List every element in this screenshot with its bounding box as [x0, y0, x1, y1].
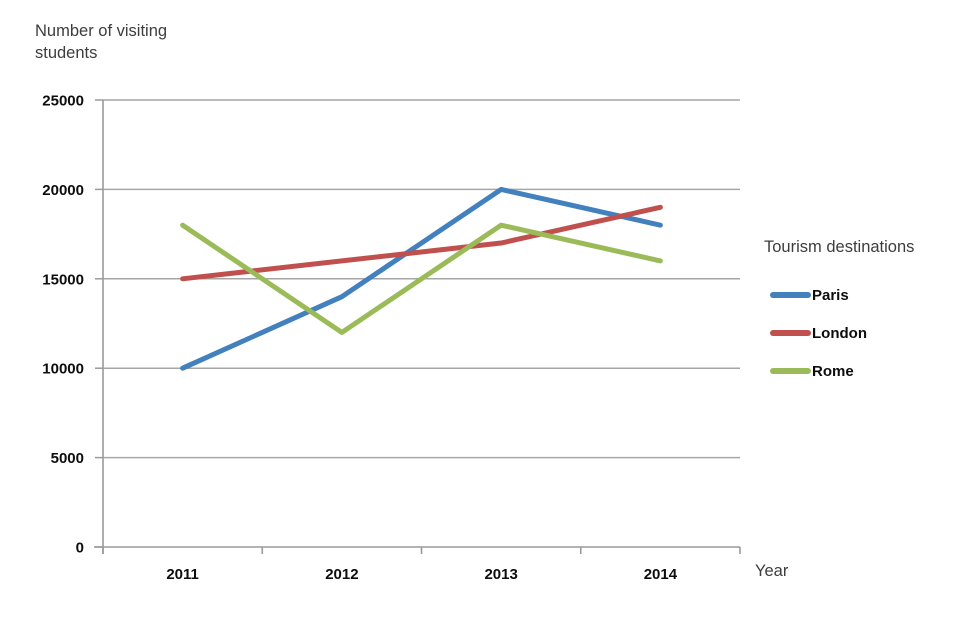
- legend-items: Paris London Rome: [764, 285, 954, 381]
- legend: Tourism destinations Paris London Rome: [764, 238, 954, 399]
- series-line-london: [180, 204, 663, 282]
- legend-item-london: London: [770, 323, 954, 343]
- legend-label: Paris: [812, 286, 849, 304]
- legend-item-paris: Paris: [770, 285, 954, 305]
- x-axis-title: Year: [755, 562, 789, 580]
- legend-label: Rome: [812, 362, 854, 380]
- y-tick-label: 20000: [42, 182, 84, 199]
- legend-item-rome: Rome: [770, 361, 954, 381]
- x-tick-label: 2011: [166, 566, 199, 583]
- legend-swatch-london: [770, 330, 811, 336]
- y-tick-label: 5000: [51, 450, 84, 467]
- legend-title: Tourism destinations: [764, 238, 915, 256]
- x-tick-label: 2012: [325, 566, 358, 583]
- legend-swatch-paris: [770, 292, 811, 298]
- x-tick-label: 2014: [644, 566, 678, 583]
- legend-label: London: [812, 324, 867, 342]
- y-tick-label: 25000: [42, 93, 84, 110]
- legend-swatch-rome: [770, 368, 811, 374]
- series-line-rome: [180, 222, 663, 335]
- x-tick-label: 2013: [484, 566, 517, 583]
- series-line-paris: [180, 186, 663, 371]
- y-axis-title: Number of visiting students: [35, 22, 168, 63]
- y-tick-label: 0: [76, 540, 84, 557]
- y-tick-label: 10000: [42, 361, 84, 378]
- y-tick-label: 15000: [42, 271, 84, 288]
